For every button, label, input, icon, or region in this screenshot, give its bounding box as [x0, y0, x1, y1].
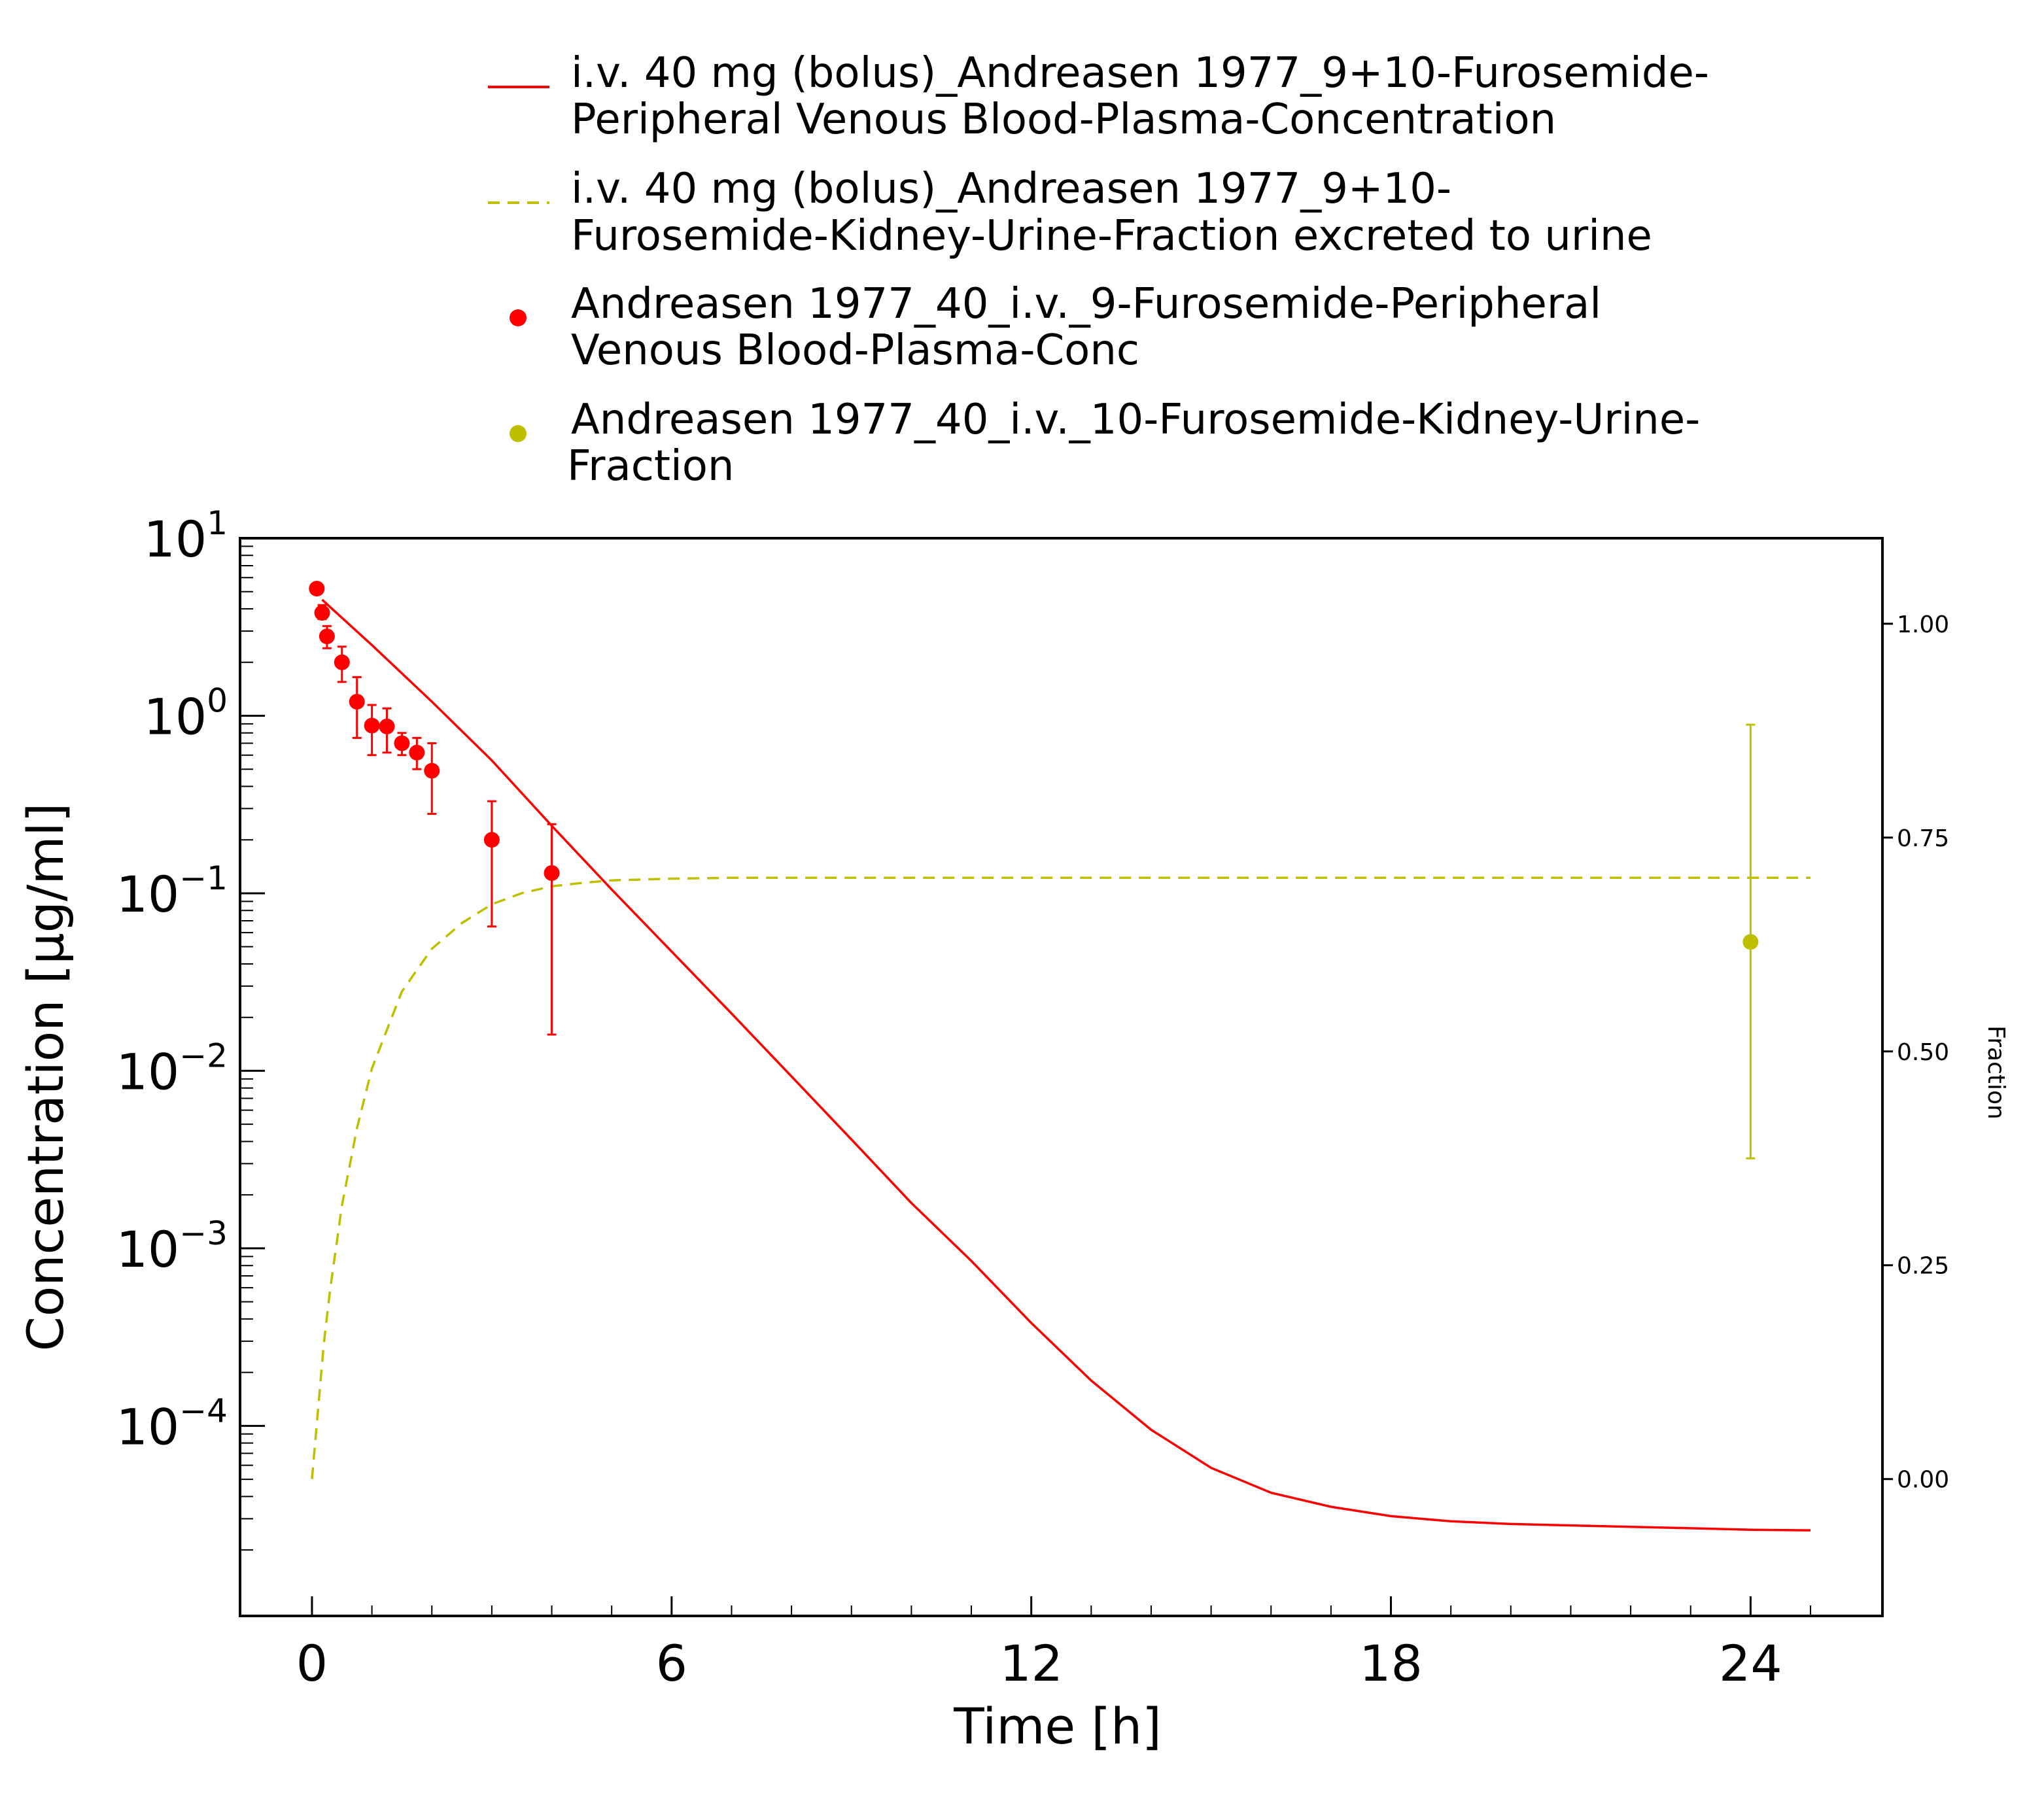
data-point-2: [319, 628, 335, 645]
legend-entry-observed-plasma: Andreasen 1977_40_i.v._9-Furosemide-Peri…: [510, 280, 1601, 375]
legend-label-model-plasma-line2: Peripheral Venous Blood-Plasma-Concentra…: [571, 95, 1556, 144]
y-tick-label: 10−3: [116, 1214, 228, 1278]
y-axis-title: Concentration [µg/ml]: [16, 803, 75, 1351]
plot-frame: [239, 537, 1884, 1617]
series-layer: [309, 581, 1811, 1532]
y-tick-label: 10−4: [116, 1392, 228, 1456]
y2-tick-label: 0.25: [1897, 1253, 1949, 1280]
data-point-2: [379, 718, 395, 734]
series-line-0: [321, 598, 1811, 1532]
y2-tick-label: 0.00: [1897, 1467, 1949, 1494]
legend-label-observed-urine-line1: Andreasen 1977_40_i.v._10-Furosemide-Kid…: [571, 396, 1700, 444]
data-point-2: [314, 605, 330, 621]
legend-label-model-urine-line2: Furosemide-Kidney-Urine-Fraction excrete…: [571, 212, 1652, 260]
legend-label-model-urine-line1: i.v. 40 mg (bolus)_Andreasen 1977_9+10-: [571, 165, 1451, 213]
y-tick-label: 101: [143, 504, 228, 568]
legend-entry-model-urine: i.v. 40 mg (bolus)_Andreasen 1977_9+10- …: [488, 165, 1652, 260]
legend-entry-model-plasma: i.v. 40 mg (bolus)_Andreasen 1977_9+10-F…: [488, 49, 1709, 144]
legend-label-model-plasma-line1: i.v. 40 mg (bolus)_Andreasen 1977_9+10-F…: [571, 49, 1709, 97]
x-tick-label: 24: [1719, 1634, 1782, 1692]
legend-entry-observed-urine: Andreasen 1977_40_i.v._10-Furosemide-Kid…: [510, 396, 1700, 490]
data-point-2: [364, 717, 380, 734]
legend-swatch-observed-plasma: [510, 309, 527, 326]
y-tick-label: 100: [143, 681, 228, 746]
series-line-1: [311, 876, 1810, 1479]
legend-swatch-observed-urine: [510, 425, 527, 442]
x-tick-label: 12: [999, 1634, 1063, 1692]
data-point-2: [394, 735, 410, 751]
x-tick-label: 18: [1359, 1634, 1423, 1692]
y2-axis-title: Fraction: [1983, 1025, 2009, 1120]
y-tick-label: 10−2: [116, 1037, 228, 1101]
data-point-2: [424, 763, 440, 779]
legend-label-observed-plasma-line2: Venous Blood-Plasma-Conc: [571, 326, 1139, 375]
x-tick-label: 0: [296, 1634, 328, 1692]
data-point-2: [544, 865, 560, 882]
data-point-2: [483, 832, 500, 848]
data-point-2: [409, 744, 425, 761]
legend-label-observed-plasma-line1: Andreasen 1977_40_i.v._9-Furosemide-Peri…: [571, 280, 1601, 328]
data-point-3: [1742, 934, 1759, 950]
y2-tick-label: 1.00: [1897, 611, 1949, 638]
x-tick-label: 6: [656, 1634, 687, 1692]
y2-tick-label: 0.50: [1897, 1039, 1949, 1066]
data-point-2: [334, 654, 350, 670]
y2-tick-label: 0.75: [1897, 825, 1949, 852]
data-point-2: [349, 693, 365, 710]
legend-label-observed-urine-line2: Fraction: [567, 442, 734, 490]
axes-layer: 0 6 12 18 24 101 100 10−1 10−2 10−3 10−4 0.00 0.25 0.…: [116, 504, 1950, 1692]
data-point-2: [309, 581, 325, 597]
legend: i.v. 40 mg (bolus)_Andreasen 1977_9+10-F…: [488, 49, 1709, 490]
x-axis-title: Time [h]: [953, 1697, 1162, 1755]
y-tick-label: 10−1: [116, 859, 228, 923]
